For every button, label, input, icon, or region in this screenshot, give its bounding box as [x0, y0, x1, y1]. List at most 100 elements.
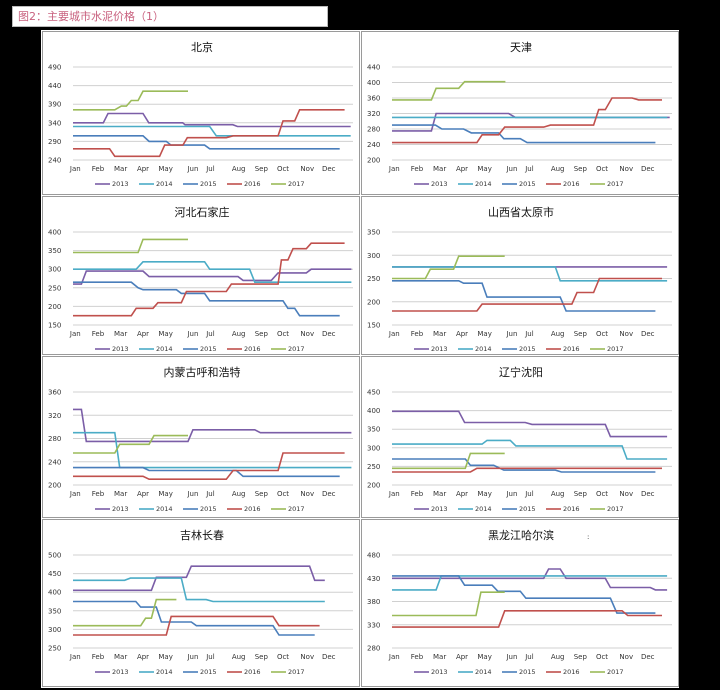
series-line-2017 [392, 591, 505, 617]
x-tick-label: Mar [114, 165, 127, 173]
legend-label: 2017 [288, 505, 305, 513]
legend-label: 2015 [519, 180, 536, 188]
series-line-2015 [73, 466, 340, 478]
y-tick-label: 200 [48, 303, 61, 311]
x-tick-label: Feb [411, 330, 424, 338]
series-line-2016 [73, 452, 345, 480]
x-tick-label: Jul [524, 653, 534, 661]
x-tick-label: Nov [300, 330, 314, 338]
y-tick-label: 440 [367, 64, 380, 72]
y-tick-label: 350 [367, 229, 380, 237]
legend-label: 2014 [156, 668, 173, 676]
y-tick-label: 280 [367, 645, 380, 653]
series-line-2015 [392, 458, 656, 473]
chart-title: 河北石家庄 [175, 205, 230, 219]
x-tick-label: Mar [433, 490, 446, 498]
legend-label: 2013 [431, 180, 448, 188]
x-tick-label: Nov [619, 653, 633, 661]
chart-title: 辽宁沈阳 [499, 365, 543, 379]
series-line-2017 [73, 598, 177, 627]
legend-label: 2014 [156, 345, 173, 353]
chart-panel: 天津 200 240 280 320 360 400 440 Jan Feb Mar Apr May Ju… [361, 31, 679, 195]
series-line-2013 [73, 408, 352, 443]
series-line-2015 [73, 600, 315, 636]
x-tick-label: Apr [456, 165, 468, 173]
x-tick-label: May [158, 490, 172, 498]
y-tick-label: 400 [367, 407, 380, 415]
chart-title: 内蒙古呼和浩特 [164, 365, 241, 379]
legend-label: 2015 [519, 345, 536, 353]
x-tick-label: Mar [433, 330, 446, 338]
x-tick-label: Mar [433, 653, 446, 661]
chart-panel: 内蒙古呼和浩特 200 240 280 320 360 Jan Feb Mar Apr May Jun… [42, 356, 360, 518]
x-tick-label: May [477, 165, 491, 173]
x-tick-label: Apr [456, 490, 468, 498]
legend-label: 2013 [112, 180, 129, 188]
series-line-2016 [73, 109, 345, 158]
y-tick-label: 330 [367, 621, 380, 629]
y-tick-label: 290 [48, 138, 61, 146]
series-line-2015 [392, 280, 656, 312]
x-tick-label: Oct [596, 330, 608, 338]
x-tick-label: Nov [619, 490, 633, 498]
x-tick-label: Sep [255, 165, 269, 173]
x-tick-label: Jul [205, 330, 215, 338]
legend-label: 2017 [288, 180, 305, 188]
x-tick-label: Aug [551, 165, 565, 173]
y-tick-label: 380 [367, 598, 380, 606]
legend-label: 2017 [607, 668, 624, 676]
x-tick-label: Dec [641, 653, 655, 661]
y-tick-label: 350 [367, 426, 380, 434]
chart-title: 北京 [191, 40, 213, 54]
x-tick-label: Jun [186, 330, 198, 338]
series-line-2017 [73, 434, 188, 454]
legend-label: 2017 [607, 180, 624, 188]
y-tick-label: 340 [48, 119, 61, 127]
x-tick-label: Mar [433, 165, 446, 173]
y-tick-label: 500 [48, 552, 61, 560]
x-tick-label: Jul [524, 165, 534, 173]
x-tick-label: Nov [619, 330, 633, 338]
y-tick-label: 300 [48, 626, 61, 634]
x-tick-label: Feb [92, 165, 105, 173]
legend-label: 2017 [288, 345, 305, 353]
legend-label: 2016 [563, 180, 580, 188]
x-tick-label: Jul [205, 490, 215, 498]
y-tick-label: 350 [48, 247, 61, 255]
series-line-2017 [73, 238, 188, 254]
legend-label: 2013 [431, 505, 448, 513]
x-tick-label: Nov [300, 490, 314, 498]
x-tick-label: Mar [114, 653, 127, 661]
x-tick-label: Sep [255, 330, 269, 338]
chart-svg: 天津 200 240 280 320 360 400 440 Jan Feb Mar Apr May Ju… [367, 41, 672, 188]
x-tick-label: May [477, 490, 491, 498]
chart-grid: 北京 240 290 340 390 440 490 Jan Feb Mar Apr May Jun Ju… [41, 30, 679, 688]
series-line-2016 [392, 467, 662, 473]
x-tick-label: Oct [277, 653, 289, 661]
legend-label: 2015 [200, 505, 217, 513]
y-tick-label: 280 [48, 435, 61, 443]
chart-svg: 山西省太原市 150 200 250 300 350 Jan Feb Mar Apr May Jun J… [367, 205, 672, 353]
legend-label: 2013 [112, 505, 129, 513]
series-line-2015 [73, 135, 340, 150]
x-tick-label: Aug [232, 165, 246, 173]
y-tick-label: 200 [367, 298, 380, 306]
series-line-2013 [392, 410, 668, 438]
y-tick-label: 250 [367, 463, 380, 471]
y-tick-label: 450 [367, 389, 380, 397]
x-tick-label: Jun [505, 653, 517, 661]
y-tick-label: 150 [48, 322, 61, 330]
y-tick-label: 240 [48, 157, 61, 165]
legend-label: 2015 [200, 345, 217, 353]
x-tick-label: Apr [137, 330, 149, 338]
y-tick-label: 360 [48, 389, 61, 397]
x-tick-label: Dec [641, 330, 655, 338]
y-tick-label: 250 [48, 645, 61, 653]
series-line-2016 [392, 97, 662, 144]
x-tick-label: Feb [411, 490, 424, 498]
y-tick-label: 320 [48, 412, 61, 420]
chart-title: 黑龙江哈尔滨 [488, 528, 554, 542]
legend-label: 2014 [475, 345, 492, 353]
legend-label: 2017 [607, 345, 624, 353]
x-tick-label: Jun [186, 490, 198, 498]
